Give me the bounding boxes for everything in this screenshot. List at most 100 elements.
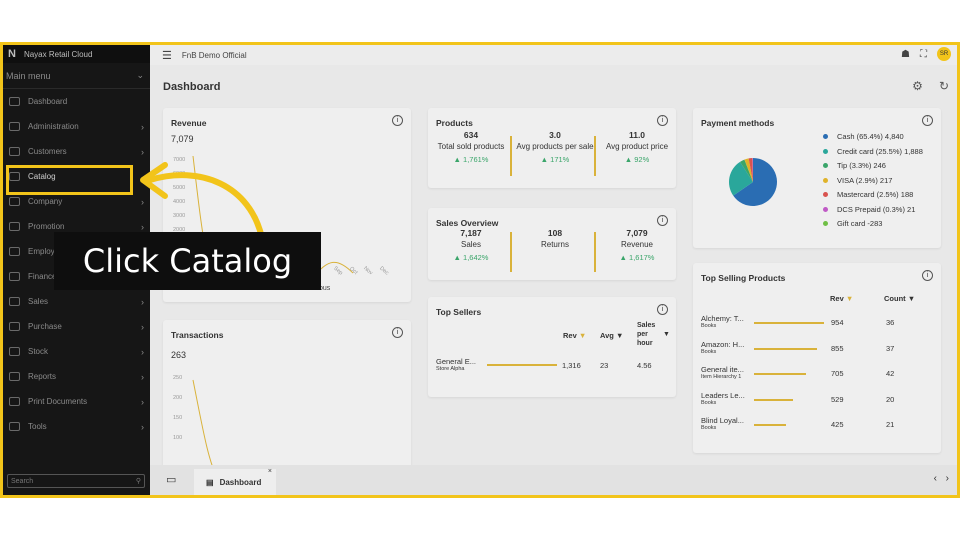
table-row[interactable]: Blind Loyal... Books 425 21 <box>701 416 933 434</box>
info-icon[interactable]: i <box>657 304 668 315</box>
sidebar-item-catalog[interactable]: Catalog <box>3 164 150 189</box>
sidebar-item-company[interactable]: Company › <box>3 189 150 214</box>
divider <box>594 136 596 176</box>
axis-tick-label: 150 <box>173 415 183 421</box>
product-category: Books <box>701 399 717 406</box>
sidebar-menu: Dashboard Administration › Customers › Catalo… <box>3 89 150 439</box>
column-header-avg[interactable]: Avg ▼ <box>600 331 623 340</box>
scroll-left-icon[interactable]: ‹ <box>933 473 937 484</box>
payment-methods-card: Payment methods i Cash (65.4%) 4,840 Cred… <box>693 108 941 248</box>
sidebar-item-stock[interactable]: Stock › <box>3 339 150 364</box>
admin-icon <box>9 122 20 131</box>
seller-avg: 23 <box>600 361 609 370</box>
chevron-down-icon: ⌄ <box>136 70 144 80</box>
kpi-value: 3.0 <box>549 130 561 140</box>
pie-slice[interactable] <box>729 161 753 196</box>
sidebar-search-input[interactable]: Search ⚲ <box>7 474 145 488</box>
sidebar-item-print-documents[interactable]: Print Documents › <box>3 389 150 414</box>
pie-slice[interactable] <box>744 158 753 182</box>
table-row[interactable]: General ite... Item Hierarchy 1 705 42 <box>701 365 933 383</box>
search-icon: ⚲ <box>135 478 141 485</box>
product-category: Books <box>701 425 717 431</box>
column-header-rev[interactable]: Rev ▼ <box>830 294 853 303</box>
kpi-value: 7,187 <box>460 228 482 238</box>
sidebar-item-customers[interactable]: Customers › <box>3 139 150 164</box>
user-badge-icon[interactable]: ☗ <box>901 48 910 60</box>
kpi-block: 7,079 Revenue ▲ 1,617% <box>598 228 676 262</box>
window-icon[interactable]: ▭ <box>166 474 177 486</box>
sidebar-item-label: Administration <box>28 122 79 131</box>
tutorial-tooltip: Click Catalog <box>54 232 321 290</box>
info-icon[interactable]: i <box>392 327 403 338</box>
pie-slice[interactable] <box>733 158 777 206</box>
chevron-right-icon: › <box>141 346 144 357</box>
dashboard-icon <box>9 97 20 106</box>
column-header-label: Count <box>884 294 906 303</box>
revenue-title: Revenue <box>171 118 207 128</box>
chevron-right-icon: › <box>141 321 144 332</box>
sidebar-item-tools[interactable]: Tools › <box>3 414 150 439</box>
axis-tick-label: 250 <box>173 375 183 381</box>
table-row[interactable]: Amazon: H... Books 855 37 <box>701 340 933 358</box>
chevron-right-icon: › <box>141 396 144 407</box>
top-bar: ☰ FnB Demo Official ☗ ⛶ SR <box>150 45 957 65</box>
legend-label: DCS Prepaid (0.3%) 21 <box>837 204 916 214</box>
scroll-right-icon[interactable]: › <box>945 473 949 484</box>
legend-swatch <box>823 163 828 168</box>
top-sellers-card: Top Sellers i Rev ▼ Avg ▼ Sales per hour… <box>428 297 676 397</box>
sidebar-item-label: Sales <box>28 297 49 306</box>
revenue-bar <box>754 347 817 350</box>
legend-item[interactable]: VISA (2.9%) 217 <box>823 176 892 185</box>
avatar[interactable]: SR <box>937 47 951 61</box>
sidebar-item-purchase[interactable]: Purchase › <box>3 314 150 339</box>
sidebar-item-dashboard[interactable]: Dashboard <box>3 89 150 114</box>
pie-slice[interactable] <box>748 158 753 182</box>
column-header-sales-per-hour[interactable]: Sales per hour <box>637 322 656 347</box>
legend-item[interactable]: DCS Prepaid (0.3%) 21 <box>823 205 915 214</box>
table-row[interactable]: Leaders Le... Books 529 20 <box>701 391 933 409</box>
table-row[interactable]: General E... Store Alpha 1,316 23 4.56 <box>436 357 668 375</box>
product-rev: 705 <box>831 369 844 378</box>
kpi-block: 11.0 Avg product price ▲ 92% <box>598 130 676 164</box>
legend-item[interactable]: Mastercard (2.5%) 188 <box>823 190 913 199</box>
product-rev: 855 <box>831 343 844 353</box>
sidebar-item-sales[interactable]: Sales › <box>3 289 150 314</box>
sidebar-item-label: Dashboard <box>28 97 68 106</box>
pie-slice[interactable] <box>752 158 753 182</box>
fullscreen-icon[interactable]: ⛶ <box>920 48 927 60</box>
product-count: 20 <box>886 394 895 404</box>
product-category: Books <box>701 348 717 355</box>
sidebar-item-promotion[interactable]: Promotion › <box>3 214 150 239</box>
refresh-icon[interactable]: ↻ <box>938 79 949 93</box>
legend-label: Credit card (25.5%) 1,888 <box>837 146 923 156</box>
info-icon[interactable]: i <box>657 115 668 126</box>
legend-item[interactable]: Credit card (25.5%) 1,888 <box>823 147 923 156</box>
kpi-delta: ▲ 92% <box>624 155 650 164</box>
sidebar-item-administration[interactable]: Administration › <box>3 114 150 139</box>
pie-slice[interactable] <box>740 159 753 182</box>
legend-item[interactable]: Tip (3.3%) 246 <box>823 161 886 170</box>
info-icon[interactable]: i <box>392 115 403 126</box>
table-row[interactable]: Alchemy: T... Books 954 36 <box>701 314 933 332</box>
hamburger-menu-icon[interactable]: ☰ <box>162 49 172 62</box>
info-icon[interactable]: i <box>922 270 933 281</box>
info-icon[interactable]: i <box>922 115 933 126</box>
column-header-label: Avg <box>600 331 614 340</box>
product-count: 42 <box>886 369 895 378</box>
tab-dashboard[interactable]: ▤ Dashboard × <box>194 468 276 495</box>
kpi-label: Total sold products <box>437 142 505 151</box>
main-menu-header[interactable]: Main menu ⌄ <box>3 63 150 89</box>
revenue-bar <box>754 398 793 401</box>
close-icon[interactable]: × <box>267 468 272 475</box>
column-header-count[interactable]: Count ▼ <box>884 294 915 303</box>
transactions-total: 263 <box>171 350 187 360</box>
promotion-icon <box>9 222 20 231</box>
legend-item[interactable]: Cash (65.4%) 4,840 <box>823 132 904 141</box>
sidebar-item-reports[interactable]: Reports › <box>3 364 150 389</box>
legend-item[interactable]: Gift card -283 <box>823 219 882 228</box>
column-header-rev[interactable]: Rev ▼ <box>563 331 586 340</box>
info-icon[interactable]: i <box>657 215 668 226</box>
sidebar-item-label: Purchase <box>28 322 62 331</box>
settings-gear-icon[interactable]: ⚙ <box>912 79 923 93</box>
chevron-right-icon: › <box>141 196 144 207</box>
